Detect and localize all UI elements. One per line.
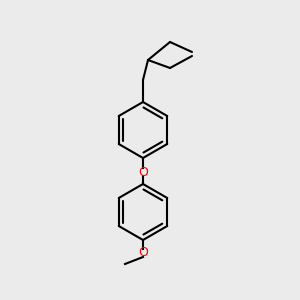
Text: O: O bbox=[138, 247, 148, 260]
Text: O: O bbox=[138, 166, 148, 178]
